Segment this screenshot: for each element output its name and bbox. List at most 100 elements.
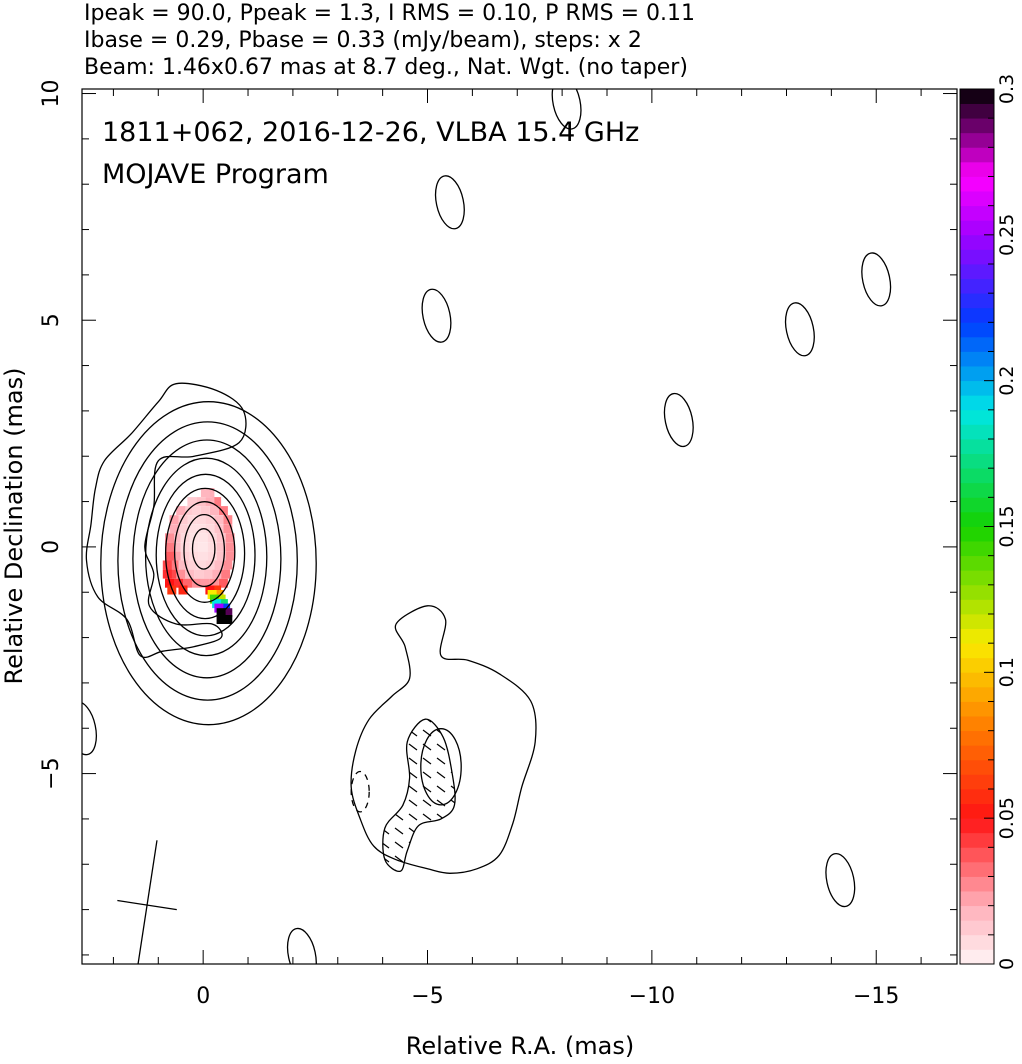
polarization-pixel bbox=[207, 551, 217, 561]
colorbar-segment bbox=[960, 584, 994, 600]
colorbar-segment bbox=[960, 686, 994, 702]
colorbar-segment bbox=[960, 161, 994, 177]
plot-subtitle: MOJAVE Program bbox=[102, 159, 329, 190]
polarization-pixel bbox=[178, 524, 188, 534]
core-outer-contour bbox=[85, 382, 247, 659]
plot-title: 1811+062, 2016-12-26, VLBA 15.4 GHz bbox=[102, 117, 639, 148]
colorbar-segment bbox=[960, 336, 994, 352]
polarization-pixel bbox=[174, 578, 183, 588]
negative-contour bbox=[350, 770, 370, 813]
colorbar-segment bbox=[960, 541, 994, 557]
polarization-pixel bbox=[165, 542, 174, 552]
polarization-pixel bbox=[209, 578, 219, 588]
polarization-pixel bbox=[176, 569, 186, 579]
polarization-pixel bbox=[183, 578, 192, 588]
core-contour bbox=[144, 457, 268, 657]
core-contour bbox=[155, 473, 256, 637]
header-line-3: Beam: 1.46x0.67 mas at 8.7 deg., Nat. Wg… bbox=[84, 55, 688, 80]
polarization-pixel bbox=[218, 506, 228, 516]
polarization-pixel bbox=[212, 497, 222, 507]
polarization-pixel bbox=[189, 542, 199, 552]
polarization-pixel bbox=[214, 560, 224, 570]
core-contour bbox=[100, 401, 317, 726]
polarization-pixel bbox=[223, 608, 233, 618]
polarization-pixel bbox=[205, 524, 215, 534]
polarization-pixel bbox=[221, 603, 231, 613]
x-axis-label: Relative R.A. (mas) bbox=[406, 1032, 634, 1060]
colorbar-segment bbox=[960, 526, 994, 542]
polarization-pixel bbox=[207, 533, 217, 543]
colorbar-segment bbox=[960, 468, 994, 484]
polarization-pixel bbox=[212, 569, 222, 579]
colorbar-segment bbox=[960, 453, 994, 469]
colorbar-tick-label: 0.1 bbox=[996, 657, 1018, 687]
colorbar-segment bbox=[960, 920, 994, 936]
isolated-contour bbox=[421, 288, 452, 343]
polarization-pixel bbox=[207, 542, 217, 552]
colorbar-segment bbox=[960, 497, 994, 513]
polarization-pixel bbox=[178, 585, 188, 595]
core-contour bbox=[132, 439, 282, 679]
polarization-pixel bbox=[180, 542, 190, 552]
colorbar-segment bbox=[960, 147, 994, 163]
polarization-pixel bbox=[200, 488, 210, 497]
colorbar-segment bbox=[960, 511, 994, 527]
colorbar-segment bbox=[960, 701, 994, 717]
polarization-pixel bbox=[216, 533, 226, 543]
isolated-contour bbox=[434, 175, 465, 230]
colorbar-segment bbox=[960, 118, 994, 134]
polarization-pixel bbox=[221, 569, 231, 579]
colorbar-segment bbox=[960, 234, 994, 250]
polarization-pixel bbox=[178, 560, 188, 570]
polarization-pixel bbox=[165, 551, 174, 561]
core-contour bbox=[117, 421, 298, 701]
colorbar-segment bbox=[960, 307, 994, 323]
colorbar-segment bbox=[960, 249, 994, 265]
polarization-pixel bbox=[196, 515, 206, 525]
core-contour bbox=[191, 528, 216, 570]
jet-outer-contour bbox=[350, 605, 537, 874]
colorbar-segment bbox=[960, 949, 994, 965]
colorbar-segment bbox=[960, 905, 994, 921]
polarization-pixel bbox=[189, 551, 199, 561]
polarization-pixel bbox=[218, 578, 228, 588]
colorbar-segment bbox=[960, 205, 994, 221]
colorbar-segment bbox=[960, 774, 994, 790]
tick-layer bbox=[82, 89, 957, 964]
polarization-pixel bbox=[205, 497, 215, 507]
x-tick-label: 0 bbox=[196, 984, 210, 1009]
polarization-pixel bbox=[205, 515, 215, 525]
y-tick-label: 0 bbox=[39, 540, 64, 554]
x-tick-label: −5 bbox=[411, 984, 443, 1009]
colorbar-segment bbox=[960, 818, 994, 834]
colorbar-segment bbox=[960, 89, 994, 104]
colorbar-segment bbox=[960, 191, 994, 207]
polarization-pixel bbox=[185, 569, 195, 579]
polarization-pixel bbox=[187, 524, 197, 534]
polarization-pixel bbox=[225, 533, 235, 543]
polarization-pixel bbox=[223, 615, 233, 624]
colorbar-segment bbox=[960, 891, 994, 907]
isolated-contour bbox=[861, 252, 892, 307]
polarization-pixel bbox=[187, 515, 197, 525]
y-tick-label: 10 bbox=[39, 80, 64, 108]
colorbar-tick-label: 0.15 bbox=[996, 505, 1018, 547]
colorbar-segment bbox=[960, 745, 994, 761]
isolated-contour bbox=[551, 89, 582, 130]
colorbar-segment bbox=[960, 599, 994, 615]
colorbar-segment bbox=[960, 555, 994, 571]
polarization-pixel bbox=[187, 497, 197, 507]
header-line-2: Ibase = 0.29, Pbase = 0.33 (mJy/beam), s… bbox=[84, 28, 642, 53]
polarization-pixel bbox=[171, 542, 181, 552]
polarization-pixel bbox=[198, 542, 208, 552]
polarization-pixel bbox=[180, 551, 190, 561]
isolated-contour bbox=[82, 701, 97, 756]
colorbar-tick-label: 0.05 bbox=[996, 797, 1018, 839]
colorbar-segment bbox=[960, 132, 994, 148]
polarization-pixel-layer bbox=[162, 488, 235, 624]
colorbar-tick-label: 0 bbox=[996, 958, 1018, 970]
colorbar-segment bbox=[960, 934, 994, 950]
colorbar-segment bbox=[960, 395, 994, 411]
polarization-pixel bbox=[214, 524, 224, 534]
